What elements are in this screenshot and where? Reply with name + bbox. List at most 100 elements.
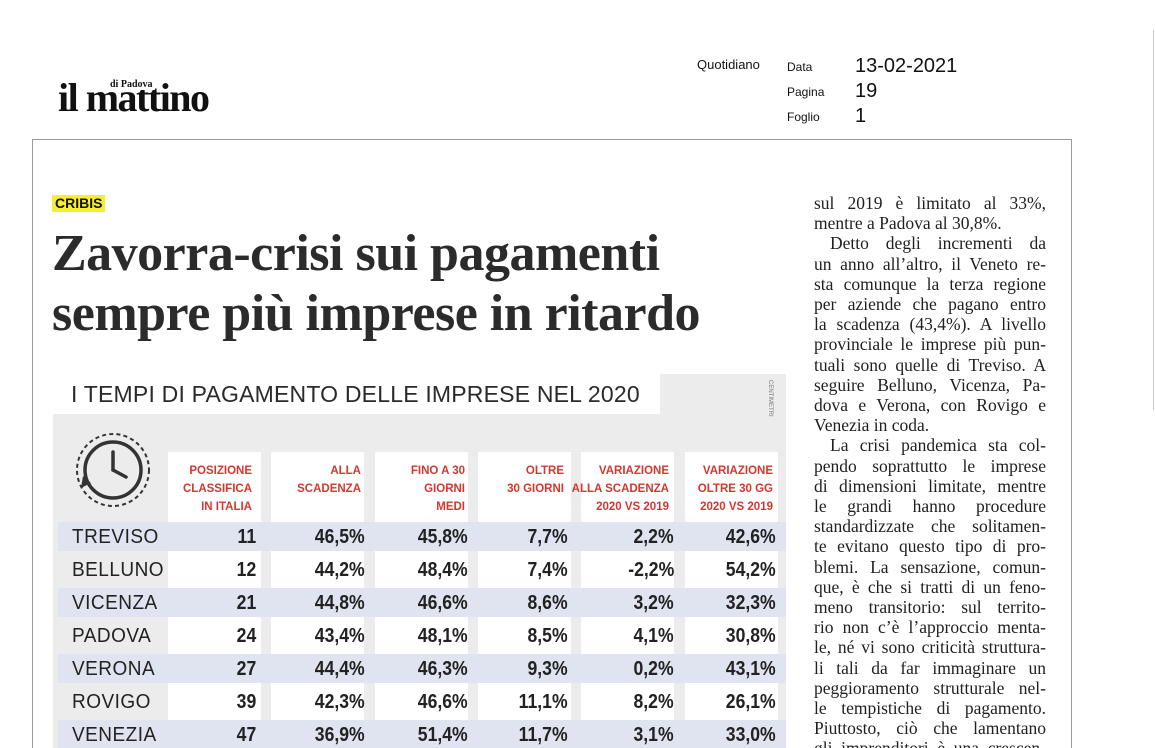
cell-upto30: 48,4% bbox=[418, 559, 468, 581]
header-rank: POSIZIONE CLASSIFICA IN ITALIA bbox=[183, 465, 252, 513]
body-text-line: meno transitorio: sul territo- bbox=[814, 597, 1046, 618]
table-row: BELLUNO 12 44,2% 48,4% 7,4% -2,2% 54,2% bbox=[58, 555, 786, 584]
cell-over30: 11,1% bbox=[519, 691, 568, 713]
header-var-over30: VARIAZIONE OLTRE 30 GG 2020 VS 2019 bbox=[697, 465, 773, 513]
cell-due: 44,4% bbox=[315, 658, 365, 680]
cell-var-over30: 43,1% bbox=[726, 658, 776, 680]
cell-upto30: 46,3% bbox=[418, 658, 468, 680]
cell-rank: 24 bbox=[236, 625, 256, 647]
table-row: TREVISO 11 46,5% 45,8% 7,7% 2,2% 42,6% bbox=[58, 522, 786, 551]
body-text-line: le, né vi sono criticità struttura- bbox=[814, 637, 1046, 658]
cell-upto30: 48,1% bbox=[418, 625, 468, 647]
body-text-line: rio non c’è l’approccio menta- bbox=[814, 617, 1046, 638]
cell-rank: 27 bbox=[236, 658, 256, 680]
cell-var-due: 3,1% bbox=[633, 724, 674, 746]
cell-upto30: 46,6% bbox=[418, 691, 468, 713]
cell-var-due: 3,2% bbox=[633, 592, 674, 614]
body-text-line: provinciale le imprese più pun- bbox=[814, 334, 1046, 355]
cell-var-over30: 26,1% bbox=[726, 691, 776, 713]
headline-line-1: Zavorra-crisi sui pagamenti bbox=[52, 225, 660, 282]
cell-var-due: 8,2% bbox=[633, 691, 674, 713]
body-text-line: per aziende che pagano entro bbox=[814, 294, 1046, 315]
cell-over30: 11,7% bbox=[519, 724, 568, 746]
body-text-line: la scadenza (43,4%). A livello bbox=[814, 314, 1046, 335]
payment-times-infographic: I TEMPI DI PAGAMENTO DELLE IMPRESE NEL 2… bbox=[53, 374, 786, 748]
cell-due: 44,2% bbox=[315, 559, 365, 581]
cell-over30: 8,5% bbox=[527, 625, 568, 647]
newspaper-logo-subtitle: di Padova bbox=[108, 79, 155, 90]
cell-var-due: -2,2% bbox=[628, 559, 674, 581]
article-headline: Zavorra-crisi sui pagamenti sempre più i… bbox=[52, 224, 701, 344]
cell-upto30: 51,4% bbox=[418, 724, 468, 746]
cell-rank: 11 bbox=[237, 526, 256, 548]
sheet-value: 1 bbox=[855, 105, 867, 127]
cell-over30: 7,4% bbox=[527, 559, 568, 581]
cell-due: 36,9% bbox=[315, 724, 365, 746]
body-text-line: gli imprenditori è una crescen- bbox=[814, 738, 1046, 748]
body-text-line: te evitano questo tipo di pro- bbox=[814, 536, 1046, 557]
cell-rank: 21 bbox=[236, 592, 256, 614]
cell-var-over30: 42,6% bbox=[726, 526, 776, 548]
cell-upto30: 46,6% bbox=[418, 592, 468, 614]
clock-icon bbox=[76, 433, 150, 507]
table-row: VERONA 27 44,4% 46,3% 9,3% 0,2% 43,1% bbox=[58, 654, 786, 683]
cell-var-over30: 54,2% bbox=[726, 559, 776, 581]
cell-due: 44,8% bbox=[315, 592, 365, 614]
body-text-line: li tali da far immaginare un bbox=[814, 657, 1046, 678]
cell-due: 43,4% bbox=[315, 625, 365, 647]
infographic-title: I TEMPI DI PAGAMENTO DELLE IMPRESE NEL 2… bbox=[53, 374, 660, 414]
body-text-line: le tempistiche di pagamento. bbox=[814, 698, 1046, 719]
cell-over30: 8,6% bbox=[527, 592, 568, 614]
cell-rank: 47 bbox=[236, 724, 256, 746]
cell-over30: 7,7% bbox=[527, 526, 568, 548]
page-edge-divider bbox=[1153, 30, 1154, 410]
article-kicker: CRIBIS bbox=[52, 195, 106, 213]
headline-line-2: sempre più imprese in ritardo bbox=[52, 285, 701, 342]
cell-due: 46,5% bbox=[315, 526, 365, 548]
table-row: VENEZIA 47 36,9% 51,4% 11,7% 3,1% 33,0% bbox=[58, 720, 786, 748]
body-text-line: mentre a Padova al 30,8%. bbox=[814, 213, 1002, 234]
infographic-credit: CENTIMETRI bbox=[767, 380, 773, 417]
body-text-line: dova e Verona, con Rovigo e bbox=[814, 395, 1046, 416]
cell-var-due: 4,1% bbox=[633, 625, 674, 647]
cell-province: VERONA bbox=[72, 658, 156, 680]
header-due: ALLA SCADENZA bbox=[297, 465, 361, 495]
sheet-label: Foglio bbox=[787, 110, 820, 124]
body-text-line: le grandi hanno procedure bbox=[814, 496, 1046, 517]
date-value: 13-02-2021 bbox=[855, 55, 958, 77]
date-label: Data bbox=[787, 60, 813, 74]
body-text-line: La crisi pandemica sta col- bbox=[830, 435, 1046, 456]
body-text-line: Venezia in coda. bbox=[814, 415, 930, 436]
cell-province: BELLUNO bbox=[72, 559, 165, 581]
article-body-column: sul 2019 è limitato al 33%, mentre a Pado… bbox=[814, 193, 1046, 748]
table-row: VICENZA 21 44,8% 46,6% 8,6% 3,2% 32,3% bbox=[58, 588, 786, 617]
cell-var-due: 0,2% bbox=[633, 658, 674, 680]
cell-var-due: 2,2% bbox=[633, 526, 674, 548]
body-text-line: un anno all’altro, il Veneto re- bbox=[814, 253, 1046, 274]
cell-rank: 39 bbox=[236, 691, 256, 713]
body-text-line: pendo soprattutto le imprese bbox=[814, 455, 1046, 476]
cell-upto30: 45,8% bbox=[418, 526, 468, 548]
body-text-line: sul 2019 è limitato al 33%, bbox=[814, 193, 1046, 213]
body-text-line: sta comunque la terza regione bbox=[814, 273, 1046, 294]
page-label: Pagina bbox=[787, 85, 825, 99]
page-value: 19 bbox=[855, 80, 878, 102]
cell-var-over30: 33,0% bbox=[726, 724, 776, 746]
body-text-line: tuali sono quelle di Treviso. A bbox=[814, 354, 1046, 375]
header-upto30: FINO A 30 GIORNI MEDI bbox=[410, 465, 465, 513]
cell-province: TREVISO bbox=[72, 526, 159, 548]
body-text-line: standardizzate che solitamen- bbox=[814, 516, 1046, 537]
body-text-line: Detto degli incrementi da bbox=[830, 233, 1046, 254]
body-text-line: seguire Belluno, Vicenza, Pa- bbox=[814, 374, 1046, 395]
body-text-line: Piuttosto, ciò che lamentano bbox=[814, 718, 1046, 739]
cell-var-over30: 32,3% bbox=[726, 592, 776, 614]
cell-over30: 9,3% bbox=[527, 658, 568, 680]
cell-due: 42,3% bbox=[315, 691, 365, 713]
cell-province: VICENZA bbox=[72, 592, 158, 614]
table-row: ROVIGO 39 42,3% 46,6% 11,1% 8,2% 26,1% bbox=[58, 687, 786, 716]
body-text-line: blemi. La sensazione, comun- bbox=[814, 556, 1046, 577]
header-over30: OLTRE 30 GIORNI bbox=[507, 465, 564, 495]
cell-province: PADOVA bbox=[72, 625, 152, 647]
table-row: PADOVA 24 43,4% 48,1% 8,5% 4,1% 30,8% bbox=[58, 621, 786, 650]
publication-type: Quotidiano bbox=[697, 57, 760, 72]
